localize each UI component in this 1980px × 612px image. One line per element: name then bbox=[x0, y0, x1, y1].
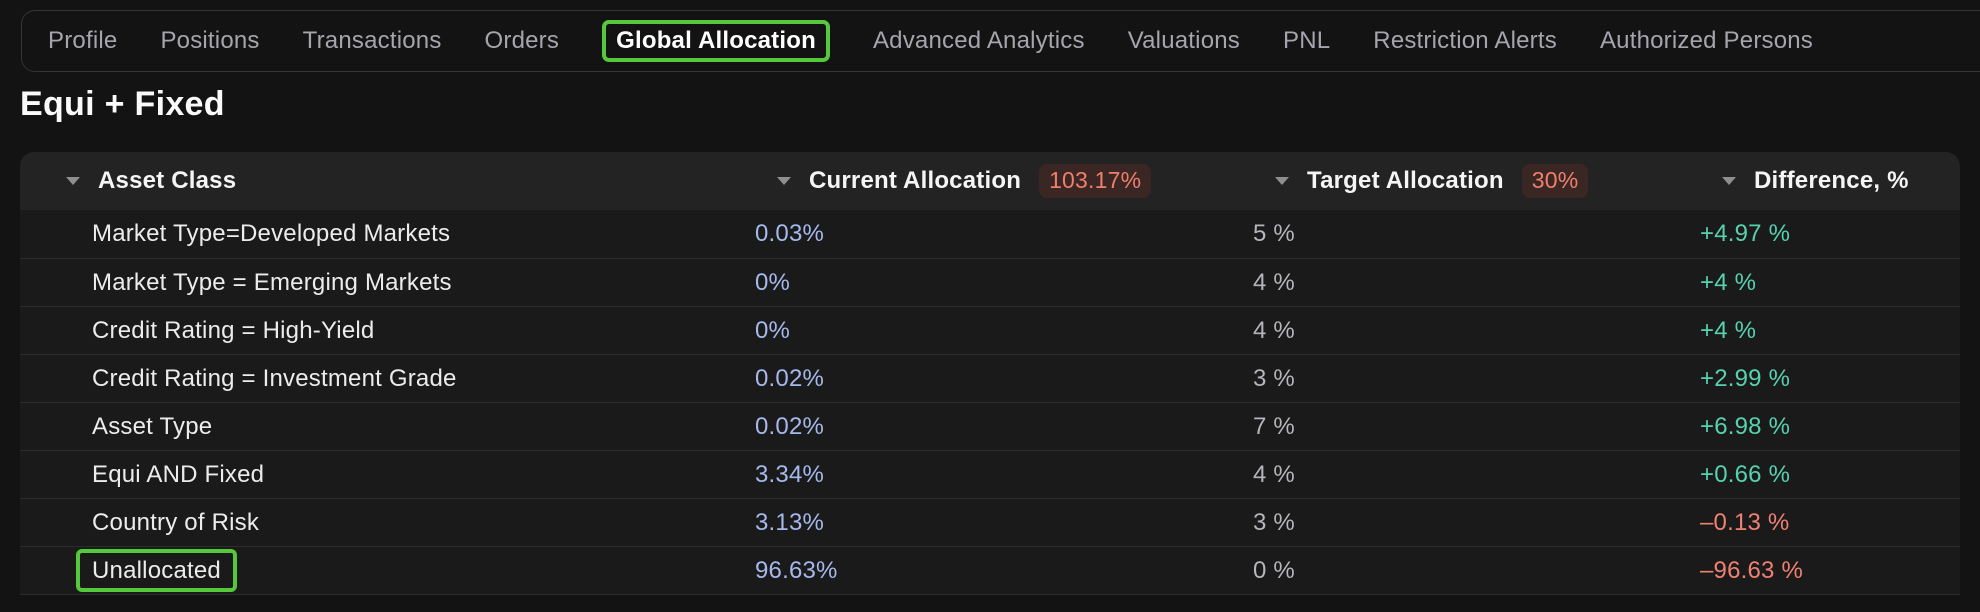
table-row-credit-rating-high-yield[interactable]: Credit Rating = High-Yield 0% 4 % +4 % bbox=[20, 306, 1960, 354]
current-allocation-cell: 3.13% bbox=[755, 508, 825, 536]
current-allocation-cell: 0% bbox=[755, 268, 791, 296]
target-allocation-cell: 0 % bbox=[1253, 556, 1295, 584]
difference-cell: +4 % bbox=[1700, 268, 1757, 296]
triangle-down-icon[interactable] bbox=[1722, 177, 1736, 185]
current-allocation-cell: 3.34% bbox=[755, 460, 825, 488]
asset-class-cell: Market Type=Developed Markets bbox=[92, 220, 451, 247]
current-allocation-cell: 0.02% bbox=[755, 412, 825, 440]
target-allocation-cell: 3 % bbox=[1253, 508, 1295, 536]
table-row-asset-type[interactable]: Asset Type 0.02% 7 % +6.98 % bbox=[20, 402, 1960, 450]
target-allocation-cell: 3 % bbox=[1253, 364, 1295, 392]
tab-valuations[interactable]: Valuations bbox=[1127, 27, 1240, 54]
table-row-credit-rating-investment-grade[interactable]: Credit Rating = Investment Grade 0.02% 3… bbox=[20, 354, 1960, 402]
tab-advanced-analytics[interactable]: Advanced Analytics bbox=[872, 27, 1085, 54]
target-allocation-cell: 4 % bbox=[1253, 460, 1295, 488]
tab-restriction-alerts[interactable]: Restriction Alerts bbox=[1373, 27, 1557, 54]
column-total-badge: 103.17% bbox=[1039, 164, 1152, 198]
tab-profile[interactable]: Profile bbox=[48, 27, 118, 54]
table-body: Market Type=Developed Markets 0.03% 5 % … bbox=[20, 210, 1960, 595]
asset-class-cell: Asset Type bbox=[92, 412, 213, 440]
allocation-table: Asset Class Current Allocation 103.17% T… bbox=[20, 152, 1960, 595]
column-header-label: Difference, % bbox=[1754, 167, 1909, 194]
difference-cell: –96.63 % bbox=[1700, 556, 1804, 584]
target-allocation-cell: 7 % bbox=[1253, 412, 1295, 440]
target-allocation-cell: 5 % bbox=[1253, 220, 1295, 247]
column-header-label: Current Allocation bbox=[809, 166, 1022, 194]
current-allocation-cell: 0.03% bbox=[755, 220, 825, 247]
difference-cell: –0.13 % bbox=[1700, 508, 1790, 536]
current-allocation-cell: 96.63% bbox=[755, 556, 838, 584]
column-header-label: Target Allocation bbox=[1307, 166, 1504, 194]
difference-cell: +6.98 % bbox=[1700, 412, 1791, 440]
tab-bar: Profile Positions Transactions Orders Global… bbox=[21, 10, 1980, 72]
triangle-down-icon[interactable] bbox=[1275, 176, 1289, 185]
column-header-difference[interactable]: Difference, % bbox=[1700, 167, 1960, 195]
triangle-down-icon[interactable] bbox=[777, 176, 791, 185]
tab-authorized-persons[interactable]: Authorized Persons bbox=[1599, 27, 1814, 54]
column-total-badge: 30% bbox=[1521, 164, 1589, 198]
asset-class-cell: Market Type = Emerging Markets bbox=[92, 268, 452, 296]
tab-orders[interactable]: Orders bbox=[484, 27, 560, 54]
table-header-row: Asset Class Current Allocation 103.17% T… bbox=[20, 152, 1960, 210]
current-allocation-cell: 0% bbox=[755, 316, 791, 344]
asset-class-cell: Credit Rating = Investment Grade bbox=[92, 364, 457, 392]
asset-class-cell: Unallocated bbox=[76, 548, 237, 593]
tab-pnl[interactable]: PNL bbox=[1282, 27, 1331, 54]
tab-global-allocation[interactable]: Global Allocation bbox=[602, 20, 830, 62]
table-row-market-type-developed-markets[interactable]: Market Type=Developed Markets 0.03% 5 % … bbox=[20, 210, 1960, 258]
tab-transactions[interactable]: Transactions bbox=[302, 27, 442, 54]
page-title: Equi + Fixed bbox=[20, 85, 225, 123]
difference-cell: +0.66 % bbox=[1700, 460, 1791, 488]
column-header-asset-class[interactable]: Asset Class bbox=[20, 167, 755, 195]
difference-cell: +4.97 % bbox=[1700, 220, 1791, 247]
asset-class-cell: Equi AND Fixed bbox=[92, 460, 265, 488]
table-row-equi-and-fixed[interactable]: Equi AND Fixed 3.34% 4 % +0.66 % bbox=[20, 450, 1960, 498]
triangle-down-icon[interactable] bbox=[66, 177, 80, 185]
table-row-unallocated[interactable]: Unallocated 96.63% 0 % –96.63 % bbox=[20, 546, 1960, 594]
difference-cell: +2.99 % bbox=[1700, 364, 1791, 392]
difference-cell: +4 % bbox=[1700, 316, 1757, 344]
target-allocation-cell: 4 % bbox=[1253, 316, 1295, 344]
target-allocation-cell: 4 % bbox=[1253, 268, 1295, 296]
column-header-target-allocation[interactable]: Target Allocation 30% bbox=[1253, 164, 1700, 198]
column-header-label: Asset Class bbox=[98, 167, 237, 194]
asset-class-cell: Country of Risk bbox=[92, 508, 260, 536]
column-header-current-allocation[interactable]: Current Allocation 103.17% bbox=[755, 164, 1253, 198]
asset-class-cell: Credit Rating = High-Yield bbox=[92, 316, 375, 344]
current-allocation-cell: 0.02% bbox=[755, 364, 825, 392]
tab-positions[interactable]: Positions bbox=[160, 27, 260, 54]
table-row-market-type-emerging-markets[interactable]: Market Type = Emerging Markets 0% 4 % +4… bbox=[20, 258, 1960, 306]
table-row-country-of-risk[interactable]: Country of Risk 3.13% 3 % –0.13 % bbox=[20, 498, 1960, 546]
